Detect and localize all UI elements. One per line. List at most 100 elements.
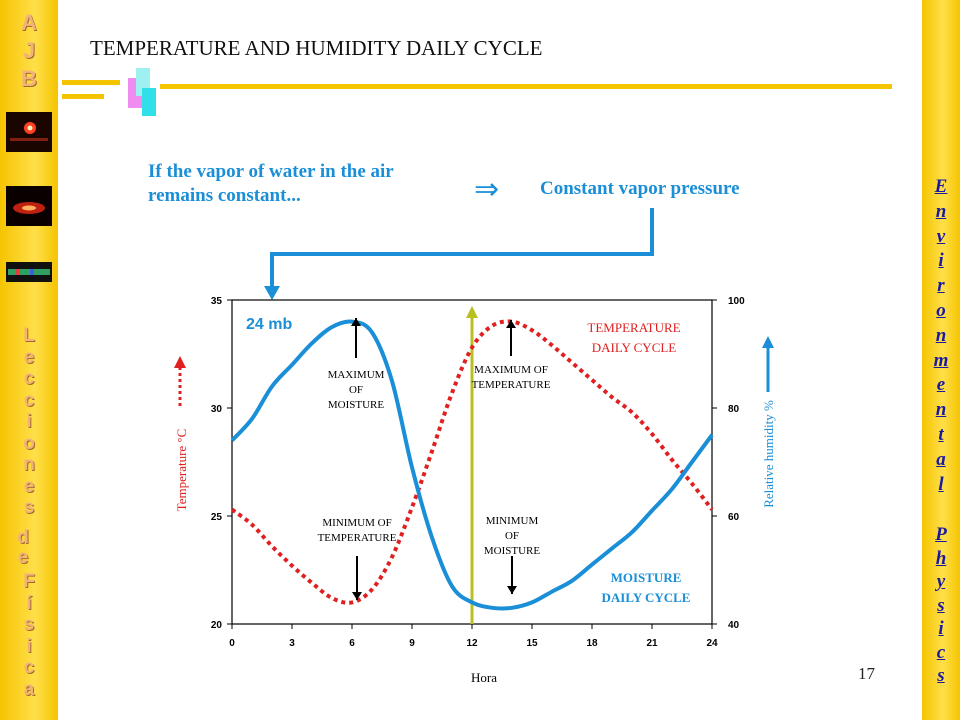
environmental-letter: n — [935, 399, 947, 421]
implies-symbol: ⇒ — [474, 173, 500, 206]
x-tick-label: 12 — [466, 638, 478, 649]
fisica-letter: F — [23, 571, 35, 592]
annotation-label: MAXIMUM OF — [474, 364, 548, 376]
lecciones-letter: e — [23, 475, 35, 497]
environmental-letter: n — [935, 200, 947, 222]
series-label: TEMPERATURE — [587, 320, 680, 335]
environmental-letter: E — [934, 176, 948, 197]
logo-letter-b: B — [21, 66, 37, 91]
environmental-letter: n — [935, 324, 947, 346]
fisica-letter: a — [23, 678, 35, 700]
noon-line-arrowhead — [466, 306, 478, 318]
annotation-arrowhead — [507, 586, 517, 594]
connector-line — [270, 208, 654, 290]
lecciones-letter: c — [23, 368, 35, 389]
annotation-label: MINIMUM — [486, 515, 539, 527]
y-left-tick-label: 35 — [211, 296, 223, 307]
x-tick-label: 15 — [526, 638, 538, 649]
x-axis-label: Hora — [471, 670, 497, 685]
environmental-letter: r — [937, 275, 945, 297]
annotation-label: MAXIMUM — [328, 369, 385, 381]
temperature-series-line — [230, 319, 714, 605]
physics-letter: s — [937, 594, 945, 616]
environmental-letter: t — [938, 424, 944, 445]
environmental-letter: m — [933, 349, 949, 371]
environmental-letter: v — [936, 225, 946, 247]
environmental-letter: l — [938, 473, 944, 495]
fisica-letter: í — [26, 592, 32, 614]
annotation-label: OF — [349, 384, 363, 396]
y-right-axis-arrowhead — [762, 336, 774, 348]
x-tick-label: 9 — [409, 638, 415, 649]
physics-letter: h — [935, 547, 947, 569]
connector-arrowhead — [264, 286, 280, 300]
thumbnail-image-3 — [6, 262, 52, 282]
environmental-letter: o — [936, 300, 946, 321]
series-label: MOISTURE — [611, 570, 682, 585]
title-rule-left-short — [62, 94, 104, 99]
lecciones-letter: o — [23, 432, 35, 454]
series-label: DAILY CYCLE — [592, 340, 677, 355]
logo-letter-j: J — [22, 38, 36, 63]
annotation-label: TEMPERATURE — [472, 379, 551, 391]
deco-block-cyan — [142, 88, 156, 116]
annotation-label: OF — [505, 530, 519, 542]
x-tick-label: 24 — [706, 638, 718, 649]
x-tick-label: 3 — [289, 638, 295, 649]
physics-letter: P — [935, 524, 947, 545]
statement-text: If the vapor of water in the air remains… — [148, 161, 394, 206]
lecciones-letter: L — [23, 325, 35, 346]
right-sidebar-bar — [922, 0, 960, 720]
annotation-arrowhead — [351, 318, 361, 326]
annotation-label: MOISTURE — [484, 545, 541, 557]
title-rule-right — [160, 84, 892, 89]
x-tick-label: 18 — [586, 638, 598, 649]
y-right-tick-label: 100 — [728, 296, 745, 307]
vapor-pressure-annotation: 24 mb — [246, 316, 292, 333]
title-rule-left — [62, 80, 120, 85]
x-tick-label: 21 — [646, 638, 658, 649]
y-right-tick-label: 40 — [728, 620, 740, 631]
page-number: 17 — [858, 664, 875, 683]
thumbnail-image-1 — [6, 112, 52, 152]
slide-title: TEMPERATURE AND HUMIDITY DAILY CYCLE — [90, 36, 543, 60]
lecciones-letter: e — [23, 346, 35, 368]
logo-letter-a: A — [21, 10, 37, 35]
moisture-series-line — [230, 319, 714, 611]
y-left-axis-arrowhead — [174, 356, 186, 368]
y-right-tick-label: 60 — [728, 512, 740, 523]
y-left-tick-label: 20 — [211, 620, 223, 631]
annotation-arrowhead — [352, 592, 362, 600]
fisica-letter: s — [23, 614, 35, 635]
y-right-axis-label: Relative humidity % — [761, 400, 776, 508]
lecciones-letter: n — [23, 454, 35, 475]
lecciones-letter: c — [23, 389, 35, 411]
physics-letter: c — [936, 641, 946, 663]
environmental-letter: i — [938, 250, 944, 272]
annotation-label: TEMPERATURE — [318, 532, 397, 544]
annotation-arrowhead — [506, 320, 516, 328]
y-left-axis-label: Temperature °C — [174, 429, 189, 512]
y-right-tick-label: 80 — [728, 404, 740, 415]
fisica-letter: c — [23, 657, 35, 678]
annotation-label: MOISTURE — [328, 399, 385, 411]
environmental-letter: a — [936, 448, 946, 470]
annotation-label: MINIMUM OF — [322, 517, 391, 529]
lecciones-letter: i — [26, 411, 32, 432]
y-left-tick-label: 30 — [211, 404, 223, 415]
conclusion-text: Constant vapor pressure — [540, 178, 740, 199]
environmental-letter: e — [936, 374, 946, 396]
physics-letter: s — [937, 665, 945, 686]
lecciones-letter: s — [23, 497, 35, 518]
fisica-letter: i — [26, 635, 32, 657]
physics-letter: i — [938, 618, 944, 639]
physics-letter: y — [936, 571, 946, 592]
de-letter: d — [17, 527, 29, 548]
series-label: DAILY CYCLE — [602, 590, 691, 605]
de-letter: e — [17, 547, 29, 568]
y-left-tick-label: 25 — [211, 512, 223, 523]
thumbnail-image-2 — [6, 186, 52, 226]
x-tick-label: 6 — [349, 638, 355, 649]
x-tick-label: 0 — [229, 638, 235, 649]
